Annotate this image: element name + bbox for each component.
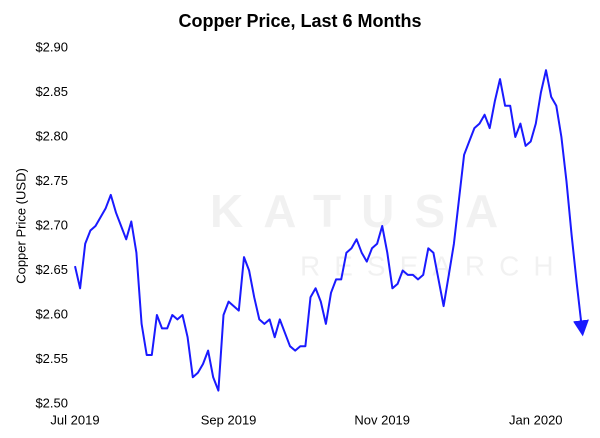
y-tick-label: $2.55: [35, 351, 68, 366]
y-tick-label: $2.60: [35, 306, 68, 321]
watermark: KATUSA: [210, 185, 518, 237]
x-tick-label: Sep 2019: [201, 412, 257, 427]
y-tick-label: $2.65: [35, 262, 68, 277]
y-tick-label: $2.80: [35, 128, 68, 143]
y-axis-label: Copper Price (USD): [13, 168, 28, 284]
y-tick-label: $2.50: [35, 395, 68, 410]
y-tick-label: $2.70: [35, 217, 68, 232]
y-tick-label: $2.75: [35, 173, 68, 188]
x-tick-label: Jul 2019: [50, 412, 99, 427]
chart-title: Copper Price, Last 6 Months: [178, 11, 421, 31]
y-tick-label: $2.85: [35, 84, 68, 99]
price-line: [74, 69, 589, 392]
x-tick-label: Nov 2019: [354, 412, 410, 427]
x-tick-label: Jan 2020: [509, 412, 563, 427]
y-tick-label: $2.90: [35, 39, 68, 54]
